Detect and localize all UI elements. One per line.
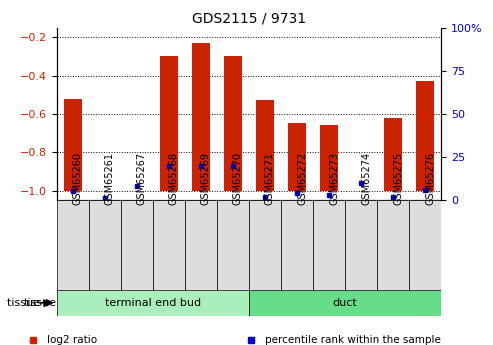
Bar — [89, 200, 121, 290]
Text: log2 ratio: log2 ratio — [47, 335, 97, 345]
Text: GSM65267: GSM65267 — [137, 151, 147, 205]
Text: tissue ▶: tissue ▶ — [7, 298, 52, 308]
Bar — [377, 200, 409, 290]
Bar — [320, 125, 338, 190]
Bar — [345, 200, 377, 290]
Bar — [385, 118, 402, 190]
Bar — [313, 200, 345, 290]
Text: GSM65271: GSM65271 — [265, 151, 275, 205]
Text: GSM65268: GSM65268 — [169, 151, 179, 205]
Title: GDS2115 / 9731: GDS2115 / 9731 — [192, 11, 306, 25]
Bar — [281, 200, 313, 290]
Bar — [192, 43, 210, 190]
Text: GSM65269: GSM65269 — [201, 151, 211, 205]
Bar — [64, 99, 81, 190]
Bar — [249, 290, 441, 316]
Bar — [249, 200, 281, 290]
Bar — [185, 200, 217, 290]
Text: GSM65274: GSM65274 — [361, 151, 371, 205]
Bar — [256, 100, 274, 190]
Bar — [417, 81, 434, 190]
Text: duct: duct — [333, 298, 357, 308]
Bar — [160, 56, 177, 190]
Bar — [288, 124, 306, 190]
Text: GSM65270: GSM65270 — [233, 151, 243, 205]
Bar — [224, 56, 242, 190]
Text: tissue: tissue — [24, 298, 57, 308]
Text: GSM65272: GSM65272 — [297, 151, 307, 205]
Text: terminal end bud: terminal end bud — [105, 298, 201, 308]
Text: GSM65260: GSM65260 — [73, 151, 83, 205]
Text: GSM65275: GSM65275 — [393, 151, 403, 205]
Bar — [57, 200, 89, 290]
Bar — [57, 290, 249, 316]
Text: percentile rank within the sample: percentile rank within the sample — [265, 335, 441, 345]
Text: GSM65273: GSM65273 — [329, 151, 339, 205]
Text: GSM65276: GSM65276 — [425, 151, 435, 205]
Text: GSM65261: GSM65261 — [105, 151, 115, 205]
Bar — [217, 200, 249, 290]
Bar — [409, 200, 441, 290]
Bar — [153, 200, 185, 290]
Bar — [121, 200, 153, 290]
